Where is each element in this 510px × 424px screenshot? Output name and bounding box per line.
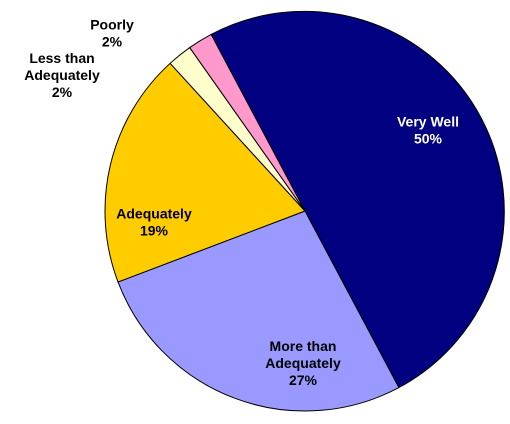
slice-value-label: 27% — [289, 372, 318, 388]
slice-name-label: Less than — [29, 50, 94, 66]
slice-value-label: 50% — [414, 131, 443, 147]
pie-slices — [104, 10, 505, 412]
pie-slice-very-well — [210, 10, 505, 389]
slice-name-label: Adequately — [265, 355, 341, 371]
pie-slice-more-than-adequately — [117, 210, 400, 412]
pie-slice-adequately — [104, 62, 306, 283]
slice-value-label: 19% — [140, 223, 169, 239]
slice-value-label: 2% — [52, 84, 73, 100]
slice-name-label: Adequately — [116, 206, 192, 222]
pie-slice-poorly — [189, 33, 306, 212]
slice-name-label: Poorly — [90, 17, 134, 33]
slice-name-label: More than — [270, 338, 337, 354]
slice-name-label: Adequately — [24, 67, 100, 83]
slice-name-label: Very Well — [397, 114, 459, 130]
slice-value-label: 2% — [102, 34, 123, 50]
